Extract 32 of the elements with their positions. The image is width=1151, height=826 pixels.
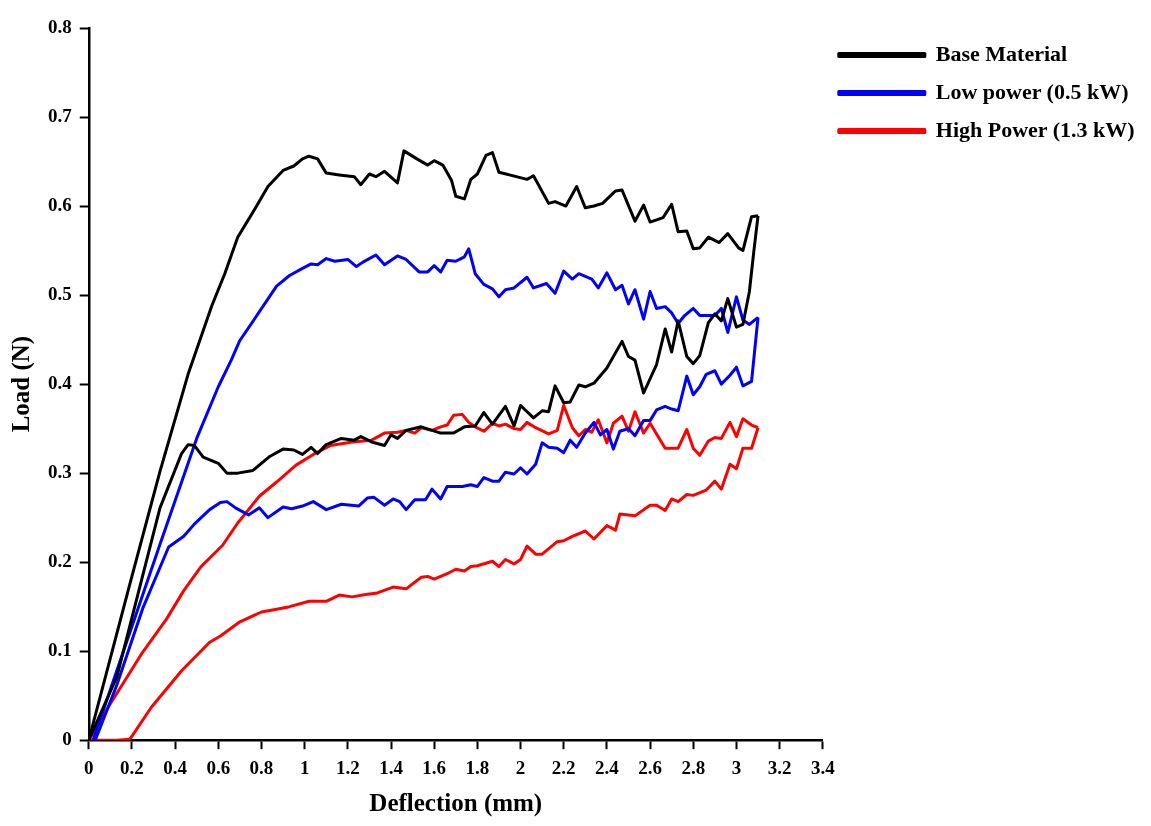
y-tick-label: 0.4 — [48, 372, 73, 394]
y-tick-label: 0.2 — [48, 550, 72, 572]
x-tick-label: 1 — [299, 756, 310, 778]
x-tick-label: 2.8 — [681, 756, 706, 778]
x-tick-label: 1.6 — [422, 756, 447, 778]
y-tick-label: 0.8 — [48, 15, 72, 37]
x-tick-label: 0.4 — [163, 756, 188, 778]
x-tick-label: 0.8 — [249, 756, 274, 778]
x-tick-label: 2.2 — [551, 756, 576, 778]
x-tick-label: 1.8 — [465, 756, 490, 778]
y-tick-label: 0.6 — [48, 193, 72, 215]
y-axis-title: Load (N) — [7, 335, 36, 433]
x-tick-label: 3 — [731, 756, 742, 778]
y-tick-label: 0 — [62, 728, 72, 750]
y-tick-label: 0.3 — [48, 461, 72, 483]
y-tick-label: 0.5 — [48, 282, 72, 304]
x-tick-label: 3.4 — [810, 756, 836, 778]
x-tick-label: 2 — [515, 756, 526, 778]
x-tick-label: 3.2 — [767, 756, 792, 778]
legend-label: Base Material — [935, 40, 1068, 66]
x-tick-label: 2.6 — [638, 756, 662, 778]
x-tick-label: 0 — [84, 756, 94, 778]
legend-label: High Power (1.3 kW) — [935, 116, 1135, 142]
x-tick-label: 2.4 — [595, 756, 620, 778]
y-tick-label: 0.7 — [48, 104, 73, 126]
y-tick-label: 0.1 — [48, 639, 72, 661]
x-axis-title: Deflection (mm) — [369, 789, 543, 818]
x-tick-label: 0.6 — [206, 756, 231, 778]
x-tick-label: 1.2 — [335, 756, 360, 778]
legend-label: Low power (0.5 kW) — [935, 78, 1129, 104]
x-tick-label: 0.2 — [120, 756, 144, 778]
x-tick-label: 1.4 — [379, 756, 404, 778]
